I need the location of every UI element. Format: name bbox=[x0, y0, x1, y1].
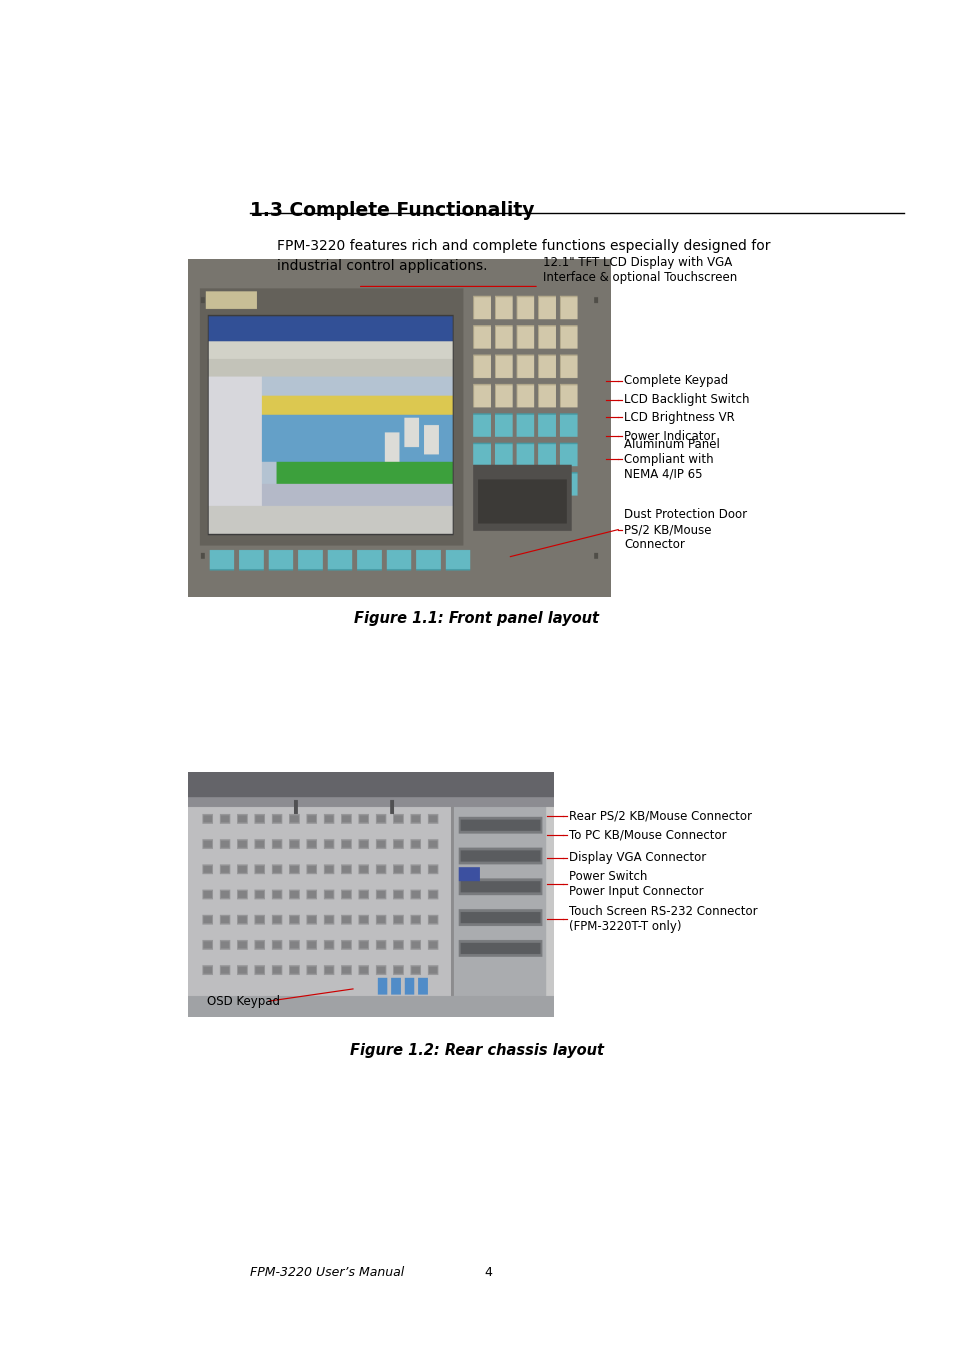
Text: Complete Keypad: Complete Keypad bbox=[623, 374, 727, 388]
Text: OSD Keypad: OSD Keypad bbox=[207, 994, 280, 1008]
Text: FPM-3220 User’s Manual: FPM-3220 User’s Manual bbox=[250, 1266, 404, 1279]
Text: Aluminum Panel
Compliant with
NEMA 4/IP 65: Aluminum Panel Compliant with NEMA 4/IP … bbox=[623, 438, 719, 481]
Text: Figure 1.2: Rear chassis layout: Figure 1.2: Rear chassis layout bbox=[350, 1043, 603, 1058]
Text: Touch Screen RS-232 Connector
(FPM-3220T-T only): Touch Screen RS-232 Connector (FPM-3220T… bbox=[568, 905, 757, 932]
Text: FPM-3220 features rich and complete functions especially designed for
industrial: FPM-3220 features rich and complete func… bbox=[276, 239, 769, 273]
Text: LCD Brightness VR: LCD Brightness VR bbox=[623, 411, 734, 424]
Text: 1.3 Complete Functionality: 1.3 Complete Functionality bbox=[250, 201, 534, 220]
Text: LCD Backlight Switch: LCD Backlight Switch bbox=[623, 393, 749, 407]
Text: Power Switch
Power Input Connector: Power Switch Power Input Connector bbox=[568, 870, 702, 897]
Text: Figure 1.1: Front panel layout: Figure 1.1: Front panel layout bbox=[355, 611, 598, 626]
Text: Display VGA Connector: Display VGA Connector bbox=[568, 851, 705, 865]
Text: To PC KB/Mouse Connector: To PC KB/Mouse Connector bbox=[568, 828, 725, 842]
Text: Dust Protection Door
PS/2 KB/Mouse
Connector: Dust Protection Door PS/2 KB/Mouse Conne… bbox=[623, 508, 746, 551]
Text: 4: 4 bbox=[484, 1266, 492, 1279]
Text: Rear PS/2 KB/Mouse Connector: Rear PS/2 KB/Mouse Connector bbox=[568, 809, 751, 823]
Text: Power Indicator: Power Indicator bbox=[623, 430, 715, 443]
Text: 12.1" TFT LCD Display with VGA
Interface & optional Touchscreen: 12.1" TFT LCD Display with VGA Interface… bbox=[542, 255, 737, 284]
